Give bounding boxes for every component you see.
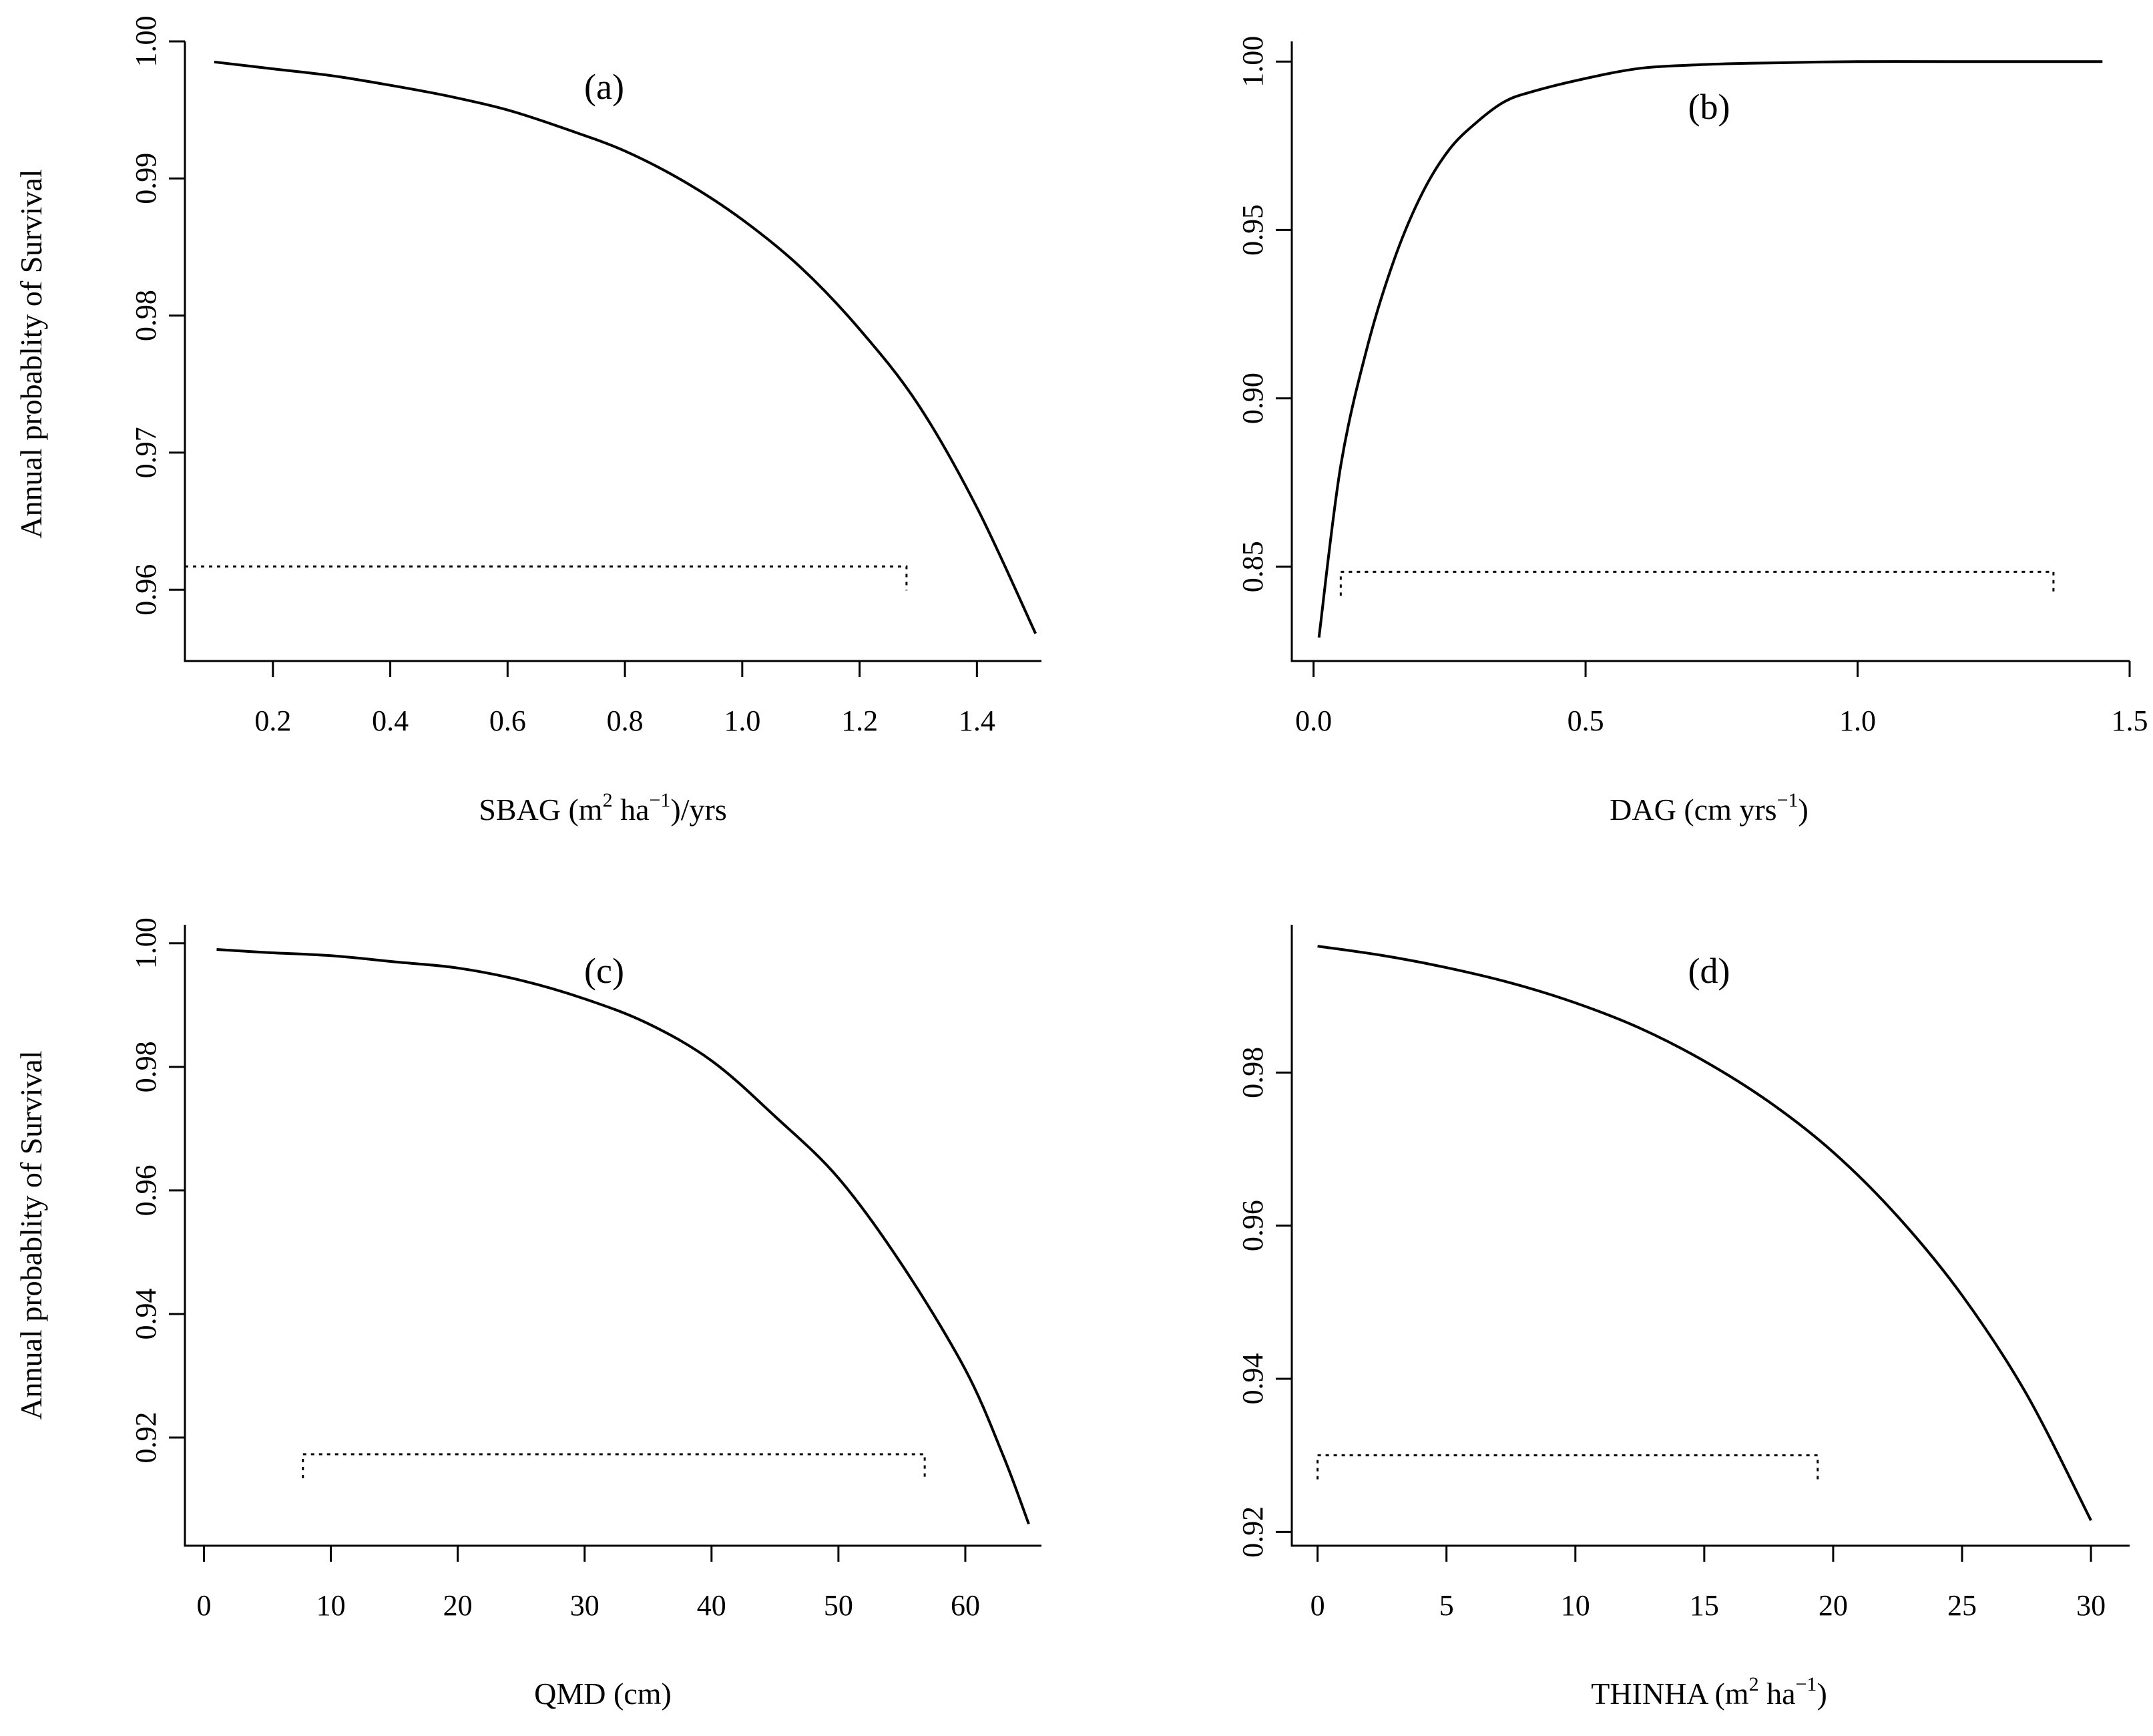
panel-c-y-ticks: 0.92 0.94 0.96 0.98 1.00 <box>130 917 185 1464</box>
panel-a-y-tick-label: 0.96 <box>130 564 162 616</box>
panel-a-x-tick-label: 0.4 <box>372 704 409 737</box>
panel-d-axes <box>1290 925 2130 1547</box>
panel-d-label: (d) <box>1688 951 1730 991</box>
panel-a-y-tick-label: 0.98 <box>130 290 162 341</box>
panel-d-x-ticks: 0 5 10 15 20 25 30 <box>1310 1546 2106 1622</box>
panel-b-x-tick-label: 1.0 <box>1839 704 1876 737</box>
panel-c-x-axis-label: QMD (cm) <box>534 1677 672 1711</box>
y-axis-label-bottom: Annual probablity of Survival <box>14 1050 48 1420</box>
panel-c-y-tick-label: 0.94 <box>130 1288 162 1339</box>
panel-d-x-tick-label: 0 <box>1310 1589 1325 1622</box>
panel-d: 0 5 10 15 20 25 30 0.92 0.94 0.96 0.98 (d) THINHA… <box>1236 925 2130 1711</box>
panel-a-y-tick-label: 0.97 <box>130 427 162 478</box>
panel-b-x-tick-label: 1.5 <box>2112 704 2148 737</box>
panel-c-curve <box>216 948 1030 1525</box>
panel-a-x-tick-label: 0.6 <box>489 704 526 737</box>
panel-c-x-tick-label: 20 <box>443 1589 473 1622</box>
panel-c-y-tick-label: 0.92 <box>130 1412 162 1464</box>
panel-c-range-bar <box>302 1453 926 1479</box>
panel-b-curve <box>1317 60 2103 638</box>
panel-b-y-tick-label: 0.90 <box>1236 373 1269 424</box>
panel-a-label: (a) <box>584 67 624 107</box>
panel-b-label: (b) <box>1688 87 1730 127</box>
panel-c-x-tick-label: 50 <box>824 1589 853 1622</box>
panel-c-x-ticks: 0 10 20 30 40 50 60 <box>197 1546 980 1622</box>
panel-d-x-tick-label: 25 <box>1947 1589 1977 1622</box>
panel-d-curve <box>1317 945 2092 1522</box>
panel-a-x-tick-label: 0.2 <box>254 704 291 737</box>
panel-b-axes <box>1290 41 2130 662</box>
panel-d-x-axis-label: THINHA (m2 ha−1) <box>1591 1673 1827 1711</box>
panel-c-y-tick-label: 1.00 <box>130 917 162 969</box>
panel-a-y-tick-label: 0.99 <box>130 153 162 204</box>
panel-b-y-ticks: 0.85 0.90 0.95 1.00 <box>1236 36 1292 592</box>
panel-a-range-bar <box>184 565 908 591</box>
panel-c-x-tick-label: 60 <box>951 1589 980 1622</box>
panel-d-y-tick-label: 0.94 <box>1236 1353 1269 1405</box>
panel-c-x-tick-label: 30 <box>570 1589 600 1622</box>
panel-c-label: (c) <box>584 951 624 991</box>
panel-a-x-axis-label: SBAG (m2 ha−1)/yrs <box>479 789 726 827</box>
panel-a-x-tick-label: 1.2 <box>841 704 878 737</box>
panel-b-y-tick-label: 1.00 <box>1236 36 1269 87</box>
panel-d-x-tick-label: 5 <box>1439 1589 1454 1622</box>
panel-b-y-tick-label: 0.95 <box>1236 204 1269 256</box>
panel-b-x-axis-label: DAG (cm yrs−1) <box>1610 789 1809 827</box>
panel-a-axes <box>184 41 1041 662</box>
panel-d-y-tick-label: 0.96 <box>1236 1200 1269 1251</box>
panel-a-x-tick-label: 1.4 <box>959 704 995 737</box>
panel-d-x-tick-label: 15 <box>1690 1589 1719 1622</box>
panel-d-x-tick-label: 10 <box>1561 1589 1590 1622</box>
panel-d-y-tick-label: 0.98 <box>1236 1047 1269 1098</box>
panel-c-axes <box>184 925 1041 1547</box>
panel-a-x-tick-label: 1.0 <box>724 704 760 737</box>
panel-b-x-tick-label: 0.5 <box>1568 704 1604 737</box>
panel-a-curve <box>214 60 1037 634</box>
panel-c-y-tick-label: 0.98 <box>130 1041 162 1092</box>
panel-c-x-tick-label: 40 <box>697 1589 726 1622</box>
panel-d-y-ticks: 0.92 0.94 0.96 0.98 <box>1236 1047 1292 1558</box>
panel-c-x-tick-label: 10 <box>316 1589 346 1622</box>
panel-a-x-tick-label: 0.8 <box>607 704 644 737</box>
panel-a-x-ticks: 0.2 0.4 0.6 0.8 1.0 1.2 1.4 <box>254 661 995 737</box>
panel-d-x-tick-label: 30 <box>2076 1589 2106 1622</box>
panel-a-y-tick-label: 1.00 <box>130 16 162 67</box>
panel-d-range-bar <box>1317 1454 1819 1480</box>
panel-c: 0 10 20 30 40 50 60 0.92 0.94 0.96 0.98 1.00 (c) Q… <box>130 917 1041 1711</box>
panel-c-y-tick-label: 0.96 <box>130 1164 162 1216</box>
y-axis-label-top: Annual probablity of Survival <box>14 169 48 538</box>
panel-d-y-tick-label: 0.92 <box>1236 1506 1269 1558</box>
panel-b-x-tick-label: 0.0 <box>1295 704 1332 737</box>
panel-b-x-ticks: 0.0 0.5 1.0 1.5 <box>1295 661 2148 737</box>
panel-a-y-ticks: 0.96 0.97 0.98 0.99 1.00 <box>130 16 185 616</box>
panel-d-x-tick-label: 20 <box>1819 1589 1848 1622</box>
panel-c-x-tick-label: 0 <box>197 1589 212 1622</box>
panel-b: 0.0 0.5 1.0 1.5 0.85 0.90 0.95 1.00 (b) DAG (c… <box>1236 36 2148 827</box>
panel-a: 0.2 0.4 0.6 0.8 1.0 1.2 1.4 0.96 0.97 0.98 0.99 1.… <box>130 16 1041 827</box>
panel-b-y-tick-label: 0.85 <box>1236 541 1269 592</box>
